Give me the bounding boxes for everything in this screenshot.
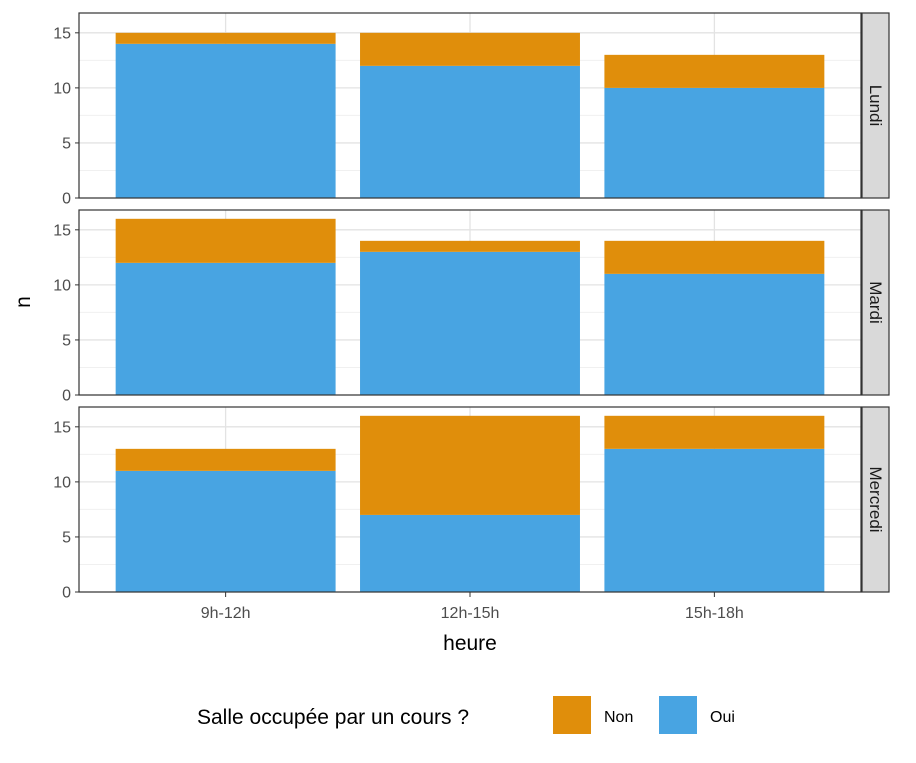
y-tick-label: 10: [53, 80, 71, 97]
facet-strip-label: Mercredi: [866, 466, 885, 532]
bar-non-15h-18h: [604, 240, 825, 274]
panel-mercredi: 0 5 10 15 Mercredi: [53, 406, 890, 602]
bar-oui-12h-15h: [360, 65, 580, 198]
y-tick-label: 15: [53, 25, 71, 42]
y-tick-label: 5: [62, 529, 71, 546]
bar-oui-9h-12h: [115, 262, 336, 395]
x-tick-label: 15h-18h: [685, 605, 744, 622]
bar-non-12h-15h: [360, 240, 580, 252]
bar-oui-15h-18h: [604, 87, 825, 198]
legend-key-oui: [659, 696, 697, 734]
bar-non-9h-12h: [115, 448, 336, 471]
facet-strip: [861, 12, 890, 199]
facet-strip-label: Lundi: [866, 85, 885, 127]
y-tick-label: 15: [53, 419, 71, 436]
y-tick-label: 0: [62, 388, 71, 405]
legend-title: Salle occupée par un cours ?: [197, 706, 469, 729]
panel-lundi: 0 5 10 15 Lundi: [53, 12, 890, 208]
bar-oui-15h-18h: [604, 448, 825, 592]
bar-oui-9h-12h: [115, 470, 336, 592]
legend-label-non: Non: [604, 709, 633, 726]
y-tick-label: 5: [62, 135, 71, 152]
facet-strip-label: Mardi: [866, 281, 885, 324]
bar-oui-15h-18h: [604, 273, 825, 395]
y-axis-title: n: [12, 296, 35, 308]
legend-key-non: [553, 696, 591, 734]
legend: Salle occupée par un cours ? Non Oui: [197, 696, 735, 734]
panel-border: [78, 209, 862, 396]
bar-oui-9h-12h: [115, 43, 336, 199]
y-tick-label: 0: [62, 585, 71, 602]
bar-non-9h-12h: [115, 218, 336, 263]
x-tick-label: 9h-12h: [201, 605, 251, 622]
bar-non-12h-15h: [360, 32, 580, 66]
bar-non-15h-18h: [604, 415, 825, 449]
legend-label-oui: Oui: [710, 709, 735, 726]
bar-non-12h-15h: [360, 415, 580, 515]
facet-strip: [861, 209, 890, 396]
x-tick-label: 12h-15h: [441, 605, 500, 622]
bar-non-9h-12h: [115, 32, 336, 44]
panel-border: [78, 12, 862, 199]
y-tick-label: 15: [53, 222, 71, 239]
facet-panels: 0 5 10 15 Lundi 0 5 10 15 Mardi 0 5 10 15 Mercredi: [53, 12, 890, 602]
panel-mardi: 0 5 10 15 Mardi: [53, 209, 890, 405]
x-axis: 9h-12h 12h-15h 15h-18h: [201, 592, 744, 622]
x-axis-title: heure: [443, 632, 497, 655]
facet-strip: [861, 406, 890, 593]
bar-oui-12h-15h: [360, 514, 580, 592]
y-tick-label: 10: [53, 277, 71, 294]
bar-oui-12h-15h: [360, 251, 580, 395]
y-tick-label: 5: [62, 332, 71, 349]
bar-non-15h-18h: [604, 54, 825, 88]
y-tick-label: 0: [62, 191, 71, 208]
y-tick-label: 10: [53, 474, 71, 491]
